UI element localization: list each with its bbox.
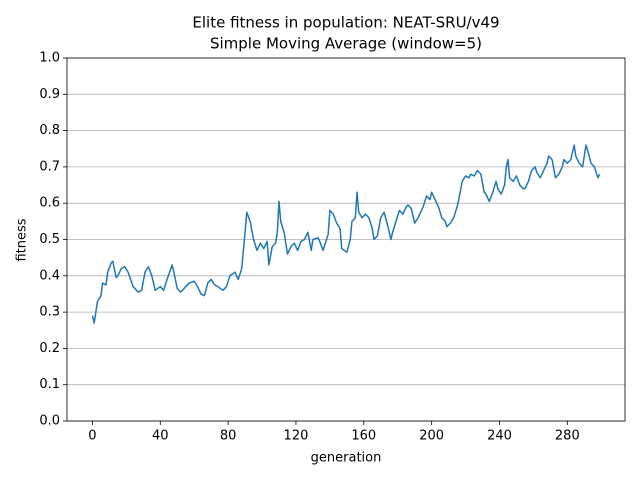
chart-title: Elite fitness in population: NEAT-SRU/v4… [192,14,499,32]
y-tick-label: 0.1 [39,377,60,392]
y-tick-label: 0.4 [39,268,60,283]
x-tick-label: 200 [419,429,444,444]
x-axis-label: generation [311,451,382,466]
y-tick-label: 0.3 [39,305,60,320]
x-tick-label: 0 [88,429,96,444]
y-tick-label: 0.8 [39,123,60,138]
x-tick-label: 280 [555,429,580,444]
y-tick-label: 0.5 [39,232,60,247]
data-line [91,144,601,324]
plot-frame [66,57,626,422]
y-tick-label: 0.6 [39,196,60,211]
y-tick-label: 1.0 [39,51,60,66]
y-tick-label: 0.9 [39,87,60,102]
y-tick-label: 0.0 [39,414,60,429]
x-tick-label: 240 [487,429,512,444]
y-axis-label: fitness [15,218,30,261]
x-tick-label: 160 [351,429,376,444]
x-tick-label: 80 [220,429,237,444]
y-tick-label: 0.2 [39,341,60,356]
x-tick-label: 120 [284,429,309,444]
y-tick-label: 0.7 [39,159,60,174]
chart-subtitle: Simple Moving Average (window=5) [210,35,482,53]
x-tick-label: 40 [152,429,169,444]
